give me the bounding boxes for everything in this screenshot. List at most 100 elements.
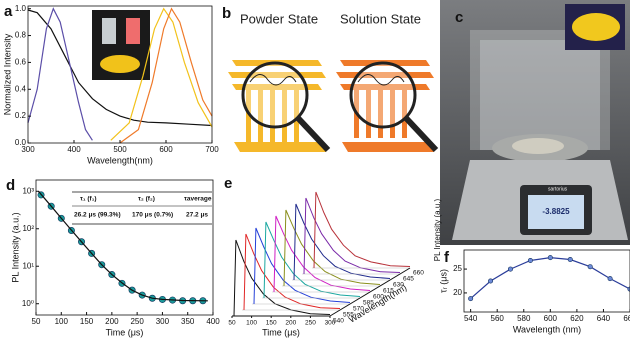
x-tick-label: 100 — [246, 320, 257, 327]
x-tick-label: 400 — [206, 317, 220, 326]
readout: -3.8825 — [542, 207, 570, 216]
x-axis-label: Time (μs) — [262, 327, 300, 337]
y-axis-label: τᵣ (μs) — [438, 269, 448, 293]
y-tick-label: 10³ — [22, 186, 34, 195]
x-axis-label: Wavelength (nm) — [513, 324, 581, 334]
table — [72, 191, 212, 225]
x-tick-label: 600 — [159, 145, 173, 154]
y-tick-label: 1.0 — [15, 4, 27, 13]
y-tick-label: 0.4 — [15, 84, 27, 93]
data-point — [468, 296, 474, 302]
decay-curve — [293, 203, 391, 281]
x-tick-label: 600 — [544, 314, 558, 323]
brand: sartorius — [548, 186, 568, 192]
panel-label: a — [4, 3, 13, 20]
wavelength-label: 630 — [393, 282, 404, 289]
x-tick-label: 50 — [32, 317, 41, 326]
diagram — [228, 60, 439, 153]
data-point — [587, 264, 593, 270]
wavelength-label: 555 — [343, 312, 354, 319]
diagram-label: Powder State — [240, 11, 318, 26]
x-tick-label: 700 — [205, 145, 219, 154]
x-tick-label: 560 — [491, 314, 505, 323]
x-tick-label: 150 — [266, 320, 277, 327]
wavelength-label: 540 — [333, 318, 344, 325]
x-tick-label: 250 — [305, 320, 316, 327]
wavelength-label: 645 — [403, 276, 414, 283]
data-line — [38, 190, 208, 302]
panel-label: e — [224, 175, 232, 192]
x-tick-label: 580 — [517, 314, 531, 323]
x-tick-label: 660 — [623, 314, 630, 323]
x-tick-label: 250 — [130, 317, 144, 326]
x-tick-label: 640 — [597, 314, 611, 323]
decay-curve — [273, 215, 371, 293]
decay-curve — [303, 197, 401, 275]
data-line — [119, 7, 213, 144]
table-header: τ₁ (f₁) — [80, 196, 97, 203]
y-axis-label: PL Intensity (a.u.) — [10, 212, 20, 282]
data-point — [507, 266, 513, 272]
inset-photo — [92, 10, 150, 80]
y-tick-label: 0.0 — [15, 138, 27, 147]
panel-label: c — [455, 9, 463, 26]
y-axis-label: Normalized Intensity — [2, 33, 12, 115]
y-tick-label: 0.6 — [15, 58, 27, 67]
table-header: τaverage — [184, 196, 212, 203]
x-tick-label: 200 — [285, 320, 296, 327]
z-axis-label: Wavelength(nm) — [347, 282, 408, 324]
data-point — [547, 255, 553, 261]
x-tick-label: 500 — [113, 145, 127, 154]
y-tick-label: 10¹ — [22, 261, 34, 270]
panel-label: b — [222, 5, 231, 22]
y-axis-label: PL Intensity (a.u.) — [433, 198, 442, 261]
data-point — [567, 257, 573, 263]
x-tick-label: 300 — [156, 317, 170, 326]
y-tick-label: 10² — [22, 224, 34, 233]
x-tick-label: 540 — [464, 314, 478, 323]
y-tick-label: 25 — [453, 264, 462, 273]
data-line — [110, 7, 213, 141]
data-line — [27, 9, 213, 127]
x-axis-label: Wavelength(nm) — [87, 155, 153, 165]
x-tick-label: 100 — [55, 317, 69, 326]
x-tick-label: 400 — [67, 145, 81, 154]
x-tick-label: 200 — [105, 317, 119, 326]
table-cell: 170 μs (0.7%) — [132, 212, 173, 219]
decay-curve — [253, 227, 351, 305]
y-tick-label: 10⁰ — [22, 299, 34, 308]
plot-frame — [463, 249, 630, 313]
data-point — [607, 276, 613, 282]
panel-label: f — [444, 249, 450, 266]
y-tick-label: 0.2 — [15, 111, 27, 120]
data-point — [488, 278, 494, 284]
table-cell: 26.2 μs (99.3%) — [74, 212, 121, 219]
y-tick-label: 20 — [453, 288, 462, 297]
data-line — [470, 256, 630, 300]
wavelength-label: 600 — [373, 294, 384, 301]
table-header: τ₂ (f₂) — [138, 196, 155, 203]
decay-curve — [263, 221, 361, 299]
z-axis — [329, 267, 411, 317]
x-tick-label: 50 — [228, 320, 236, 327]
decay-curve — [243, 233, 341, 311]
decay-curve — [313, 191, 411, 269]
wavelength-label: 660 — [413, 270, 424, 277]
decay-curve — [283, 209, 381, 287]
table-cell: 27.2 μs — [186, 212, 208, 219]
x-tick-label: 300 — [325, 320, 336, 327]
x-tick-label: 350 — [181, 317, 195, 326]
wavelength-label: 615 — [383, 288, 394, 295]
x-axis-label: Time (μs) — [106, 327, 144, 337]
wavelength-label: 585 — [363, 300, 374, 307]
x-tick-label: 300 — [21, 145, 35, 154]
y-tick-label: 0.8 — [15, 31, 27, 40]
photo — [440, 0, 630, 245]
wavelength-label: 570 — [353, 306, 364, 313]
plot-frame — [35, 179, 214, 316]
x-tick-label: 620 — [570, 314, 584, 323]
diagram-label: Solution State — [340, 11, 421, 26]
panel-label: d — [6, 177, 15, 194]
data-point — [527, 257, 533, 263]
